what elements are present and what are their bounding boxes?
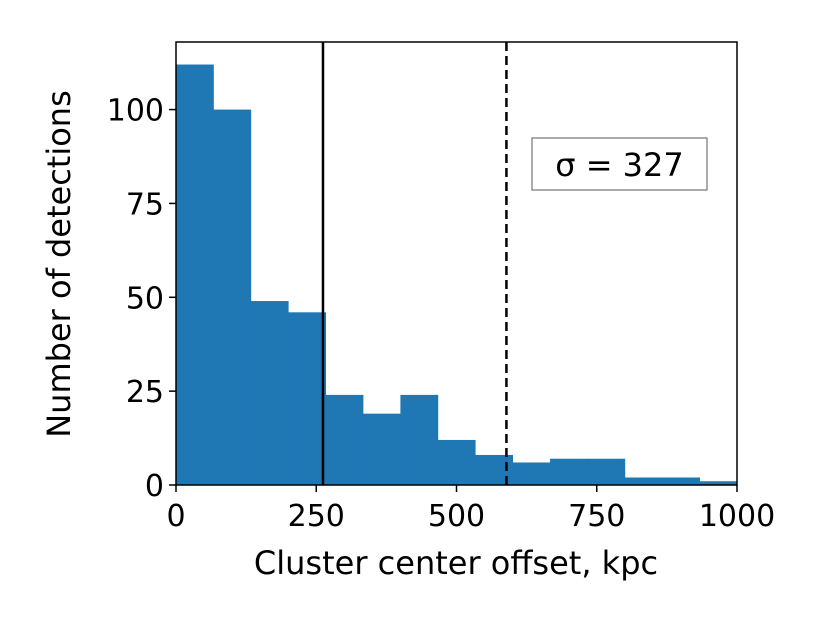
histogram-bar-2 [213, 109, 252, 486]
histogram-bar-5 [325, 394, 364, 485]
x-axis-label: Cluster center offset, kpc [254, 544, 658, 582]
histogram-bar-15 [699, 481, 738, 485]
y-axis-label: Number of detections [40, 90, 78, 438]
y-tick-label: 25 [126, 375, 164, 410]
histogram-bar-11 [550, 458, 588, 485]
histogram-bar-7 [400, 394, 439, 485]
histogram-bar-13 [624, 477, 663, 485]
reference-lines [321, 42, 508, 485]
histogram-bar-12 [587, 458, 626, 485]
x-tick-label: 1000 [699, 499, 775, 534]
y-tick-label: 75 [126, 187, 164, 222]
y-axis-ticks: 0 25 50 75 100 [107, 94, 176, 504]
histogram-bar-6 [362, 413, 401, 485]
histogram-bar-8 [437, 439, 476, 485]
y-tick-label: 50 [126, 281, 164, 316]
histogram-bar-10 [512, 462, 551, 485]
y-tick-label: 100 [107, 94, 164, 129]
bars-group [176, 64, 738, 486]
histogram-bar-1 [176, 64, 214, 485]
x-tick-label: 500 [428, 499, 485, 534]
annotation-box: σ = 327 [531, 137, 708, 191]
x-axis-ticks: 0 250 500 750 1000 [166, 485, 775, 534]
histogram-bar-4 [288, 312, 327, 485]
x-tick-label: 250 [288, 499, 345, 534]
y-tick-label: 0 [145, 469, 164, 504]
x-tick-label: 750 [568, 499, 625, 534]
histogram-bar-3 [250, 301, 289, 485]
x-tick-label: 0 [166, 499, 185, 534]
annotation-text: σ = 327 [555, 146, 684, 184]
histogram-bar-14 [662, 477, 700, 485]
